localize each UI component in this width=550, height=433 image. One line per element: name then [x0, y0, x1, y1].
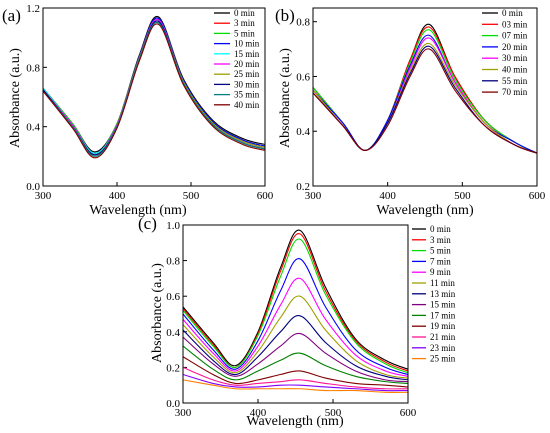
panel-c-legend-label: 7 min	[430, 256, 451, 266]
panel-c-legend-label: 17 min	[430, 310, 456, 320]
panel-c-ylabel: Absorbance (a.u.)	[150, 263, 165, 363]
panel-c-series-line	[182, 238, 409, 374]
panel-b-ylabel: Absorbance (a.u.)	[278, 48, 293, 148]
panel-c-series-line	[182, 229, 409, 370]
panel-c-legend-label: 15 min	[430, 300, 456, 310]
panel-c-label: (c)	[138, 214, 157, 233]
panel-a-legend-label: 40 min	[234, 100, 260, 110]
panel-c-ytick-label: 0.2	[166, 362, 180, 374]
panel-b-xtick-label: 500	[454, 190, 471, 202]
panel-b-xtick-label: 300	[305, 190, 322, 202]
panel-a-ytick-label: 1.2	[26, 3, 40, 15]
panel-a-legend-label: 30 min	[234, 79, 260, 89]
panel-c-legend-label: 3 min	[430, 235, 451, 245]
panel-a-curves	[42, 16, 266, 159]
panel-a-label: (a)	[2, 6, 21, 25]
panel-c-series-line	[182, 333, 409, 383]
panel-b-ytick-label: 0.8	[296, 17, 310, 29]
panel-c-ytick-label: 0.0	[166, 398, 180, 410]
panel-c-xtick-label: 500	[325, 407, 342, 419]
panel-c-ytick-label: 0.8	[166, 256, 180, 268]
panel-c-legend-label: 21 min	[430, 332, 456, 342]
panel-c-series-line	[182, 379, 409, 394]
panel-c-series-line	[182, 356, 409, 388]
panel-a-series-line	[42, 22, 266, 157]
panel-b-plot-frame	[312, 7, 538, 187]
panel-c-legend-label: 0 min	[430, 224, 451, 234]
panel-a-legend-label: 3 min	[234, 18, 255, 28]
panel-b-xtick-label: 600	[529, 190, 546, 202]
panel-a-legend-label: 20 min	[234, 59, 260, 69]
panel-a-xtick-label: 600	[257, 190, 274, 202]
panel-a-legend-label: 10 min	[234, 39, 260, 49]
panel-c-legend-label: 25 min	[430, 354, 456, 364]
panel-a-ytick-label: 0.4	[26, 122, 40, 134]
panel-b-ytick-label: 0.6	[296, 71, 310, 83]
panel-c-ytick-label: 0.6	[166, 291, 180, 303]
panel-c-legend-label: 23 min	[430, 343, 456, 353]
panel-b-xtick-label: 400	[379, 190, 396, 202]
panel-b-xlabel: Wavelength (nm)	[376, 203, 474, 218]
panel-b-legend-label: 40 min	[502, 65, 528, 75]
panel-b-legend-label: 20 min	[502, 42, 528, 52]
panel-c-legend-label: 9 min	[430, 267, 451, 277]
panel-a-legend-label: 5 min	[234, 28, 255, 38]
panel-a-legend-label: 25 min	[234, 69, 260, 79]
panel-c-legend-label: 13 min	[430, 289, 456, 299]
panel-c-legend-label: 5 min	[430, 246, 451, 256]
panel-b-legend-label: 07 min	[502, 31, 528, 41]
panel-b-legend-label: 30 min	[502, 53, 528, 63]
panel-c-ytick-label: 0.4	[166, 327, 180, 339]
panel-b-series-line	[312, 48, 538, 154]
panel-c-series-line	[182, 373, 409, 392]
panel-c-curves	[182, 229, 409, 394]
panel-a-xtick-label: 400	[109, 190, 126, 202]
panel-c-legend-label: 19 min	[430, 321, 456, 331]
panel-b-ytick-label: 0.2	[296, 181, 310, 193]
panel-a-ytick-label: 0.0	[26, 181, 40, 193]
panel-a-plot-frame	[42, 7, 266, 187]
panel-c-series-line	[182, 258, 409, 376]
panel-b-legend-label: 0 min	[502, 8, 523, 18]
panel-a-legend-label: 15 min	[234, 49, 260, 59]
panel-a-xtick-label: 300	[35, 190, 52, 202]
panel-c-xtick-label: 300	[175, 407, 192, 419]
panel-c-series-line	[182, 277, 409, 377]
panel-a-xtick-label: 500	[183, 190, 200, 202]
panel-b-label: (b)	[275, 6, 295, 25]
panel-c-ytick-label: 1.0	[166, 220, 180, 232]
panel-c-legend-label: 11 min	[430, 278, 455, 288]
panel-a-ytick-label: 0.8	[26, 62, 40, 74]
panel-b-curves	[312, 23, 538, 154]
panel-c-series-line	[182, 345, 409, 384]
panel-c-xlabel: Wavelength (nm)	[246, 414, 344, 429]
panel-c-xtick-label: 600	[400, 407, 417, 419]
panel-a-xlabel: Wavelength (nm)	[89, 203, 187, 218]
panel-c-series-line	[182, 295, 409, 379]
panel-a-legend-label: 0 min	[234, 8, 255, 18]
panel-a-legend-label: 35 min	[234, 90, 260, 100]
panel-b-legend-label: 70 min	[502, 87, 528, 97]
panel-c-series-line	[182, 366, 409, 390]
panel-b-legend-label: 55 min	[502, 76, 528, 86]
panel-c-xtick-label: 400	[250, 407, 267, 419]
panel-c-series-line	[182, 315, 409, 381]
panel-a: (a) Absorbance (a.u.) Wavelength (nm) 30…	[2, 3, 274, 218]
panel-c-plot-frame	[182, 224, 409, 404]
panel-a-series-line	[42, 23, 266, 159]
panel-b-series-line	[312, 34, 538, 154]
panel-b: (b) Absorbance (a.u.) Wavelength (nm) 30…	[275, 6, 546, 218]
panel-b-ytick-label: 0.4	[296, 126, 310, 138]
panel-c: (c) Absorbance (a.u.) Wavelength (nm) 30…	[138, 214, 456, 429]
panel-a-ylabel: Absorbance (a.u.)	[8, 48, 23, 148]
panel-b-legend-label: 03 min	[502, 19, 528, 29]
